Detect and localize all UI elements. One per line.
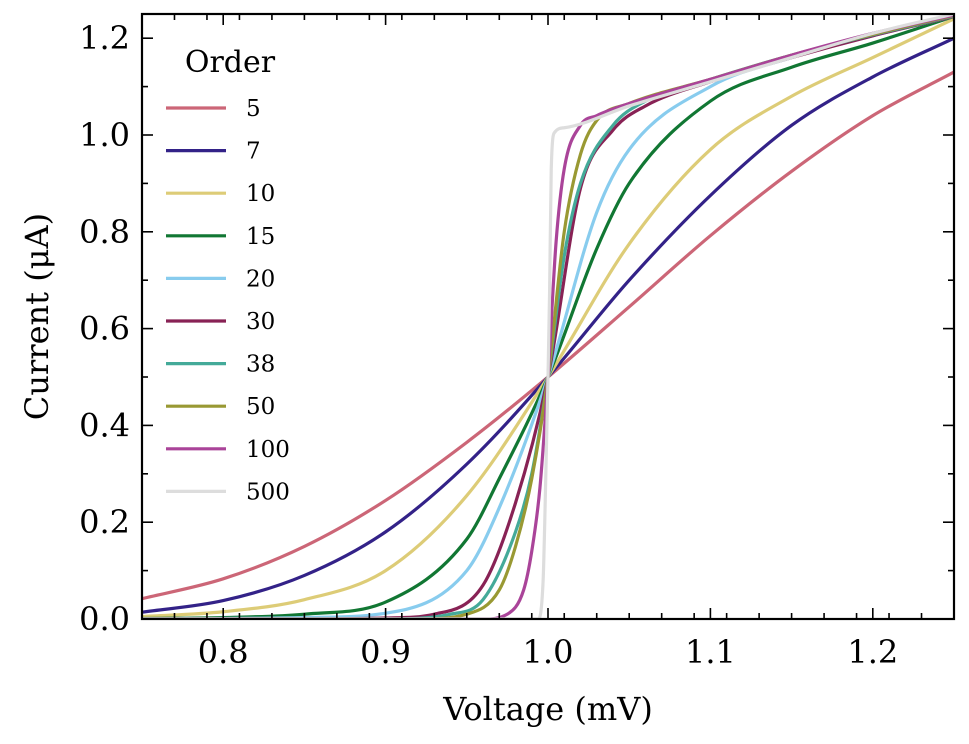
x-tick-label: 1.0 — [523, 633, 574, 671]
legend: Order 5 7 10 15 20 30 38 50 100 500 — [166, 45, 290, 505]
y-tick-label: 0.8 — [79, 213, 130, 251]
series-line-100 — [142, 14, 954, 619]
legend-label-500: 500 — [246, 479, 290, 505]
x-tick-label: 1.1 — [685, 633, 736, 671]
series-line-500 — [142, 14, 954, 619]
x-axis-title: Voltage (mV) — [442, 690, 653, 728]
legend-label-50: 50 — [246, 394, 275, 420]
y-tick-label: 0.0 — [79, 600, 130, 638]
legend-label-10: 10 — [246, 181, 275, 207]
legend-label-15: 15 — [246, 224, 275, 250]
legend-label-38: 38 — [246, 352, 275, 378]
legend-title: Order — [185, 45, 276, 80]
legend-label-7: 7 — [246, 139, 261, 165]
legend-label-30: 30 — [246, 309, 275, 335]
y-tick-label: 1.0 — [79, 116, 130, 154]
x-tick-label: 1.2 — [847, 633, 898, 671]
y-axis-title: Current (μA) — [18, 213, 56, 420]
legend-label-100: 100 — [246, 437, 290, 463]
y-tick-label: 1.2 — [79, 19, 130, 57]
y-tick-label: 0.6 — [79, 310, 130, 348]
y-tick-label: 0.2 — [79, 503, 130, 541]
ticks-layer: 0.8 0.9 1.0 1.1 1.2 0.0 0.2 0.4 0.6 0.8 1.0 1.2 — [79, 14, 955, 671]
x-tick-label: 0.8 — [198, 633, 249, 671]
legend-label-20: 20 — [246, 266, 275, 292]
x-tick-label: 0.9 — [360, 633, 411, 671]
y-tick-label: 0.4 — [79, 406, 130, 444]
legend-label-5: 5 — [246, 96, 261, 122]
